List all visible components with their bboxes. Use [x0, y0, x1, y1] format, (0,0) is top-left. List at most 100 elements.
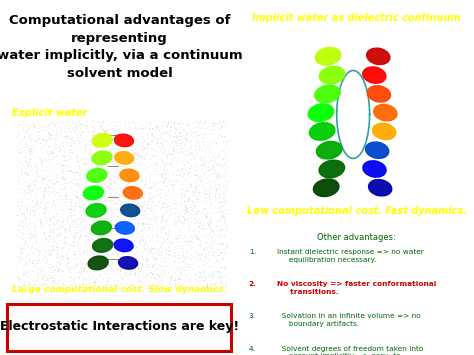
Point: [36, 198, 44, 204]
Point: [138, 126, 146, 132]
Point: [156, 225, 164, 230]
Point: [122, 201, 129, 207]
Point: [91, 192, 99, 197]
Point: [160, 239, 168, 245]
Point: [124, 169, 132, 174]
Point: [82, 171, 89, 177]
Point: [91, 241, 99, 246]
Point: [108, 207, 115, 213]
Point: [79, 190, 86, 195]
Point: [24, 162, 32, 168]
Point: [32, 263, 39, 269]
Point: [143, 121, 150, 126]
Point: [116, 207, 123, 213]
Point: [48, 251, 55, 257]
Point: [149, 263, 156, 269]
Point: [100, 158, 108, 164]
Point: [81, 145, 89, 151]
Point: [46, 262, 54, 268]
Point: [210, 273, 217, 279]
Point: [60, 219, 68, 225]
Point: [57, 146, 64, 151]
Point: [174, 220, 182, 226]
Point: [123, 207, 131, 213]
Point: [13, 202, 21, 208]
Point: [172, 270, 179, 275]
Point: [26, 252, 33, 257]
Point: [25, 181, 32, 187]
Point: [140, 194, 148, 200]
Point: [14, 213, 22, 218]
Point: [66, 180, 73, 185]
Point: [126, 199, 133, 205]
Point: [121, 123, 129, 129]
Point: [104, 212, 111, 217]
Point: [45, 250, 53, 255]
Point: [131, 160, 139, 166]
Point: [97, 281, 104, 287]
Point: [207, 246, 214, 252]
Point: [67, 215, 75, 220]
Point: [196, 127, 203, 132]
Point: [208, 235, 216, 240]
Point: [134, 149, 142, 155]
Point: [25, 159, 33, 165]
Point: [208, 236, 216, 241]
Point: [90, 268, 97, 273]
Point: [128, 197, 136, 203]
Point: [146, 185, 154, 190]
Point: [55, 266, 62, 272]
Point: [74, 157, 82, 163]
Point: [131, 121, 139, 126]
Point: [96, 250, 104, 256]
Point: [26, 190, 33, 196]
Point: [171, 149, 179, 155]
Point: [153, 213, 161, 219]
Point: [175, 155, 182, 161]
Point: [65, 226, 73, 232]
Point: [89, 163, 96, 168]
Point: [175, 173, 183, 178]
Point: [126, 250, 134, 256]
Point: [196, 280, 203, 286]
Point: [217, 250, 225, 256]
Point: [175, 253, 182, 258]
Point: [189, 265, 197, 271]
Point: [114, 177, 121, 183]
Point: [30, 221, 37, 226]
Point: [67, 227, 74, 233]
Point: [115, 227, 123, 233]
Point: [41, 234, 48, 239]
Point: [60, 166, 68, 171]
Point: [131, 124, 139, 129]
Point: [148, 207, 156, 212]
Point: [92, 278, 100, 283]
Point: [151, 275, 159, 281]
Point: [118, 125, 126, 131]
Point: [144, 142, 152, 148]
Point: [77, 266, 85, 272]
Point: [74, 185, 82, 190]
Point: [50, 170, 57, 175]
Point: [32, 197, 40, 203]
Point: [220, 174, 228, 180]
Point: [31, 138, 39, 144]
Point: [76, 163, 84, 169]
Point: [160, 180, 167, 186]
Point: [25, 243, 32, 249]
Point: [219, 241, 226, 247]
Point: [153, 260, 160, 265]
Point: [70, 139, 78, 144]
Point: [218, 133, 225, 139]
Point: [82, 244, 89, 249]
Point: [19, 149, 27, 154]
Point: [206, 173, 213, 179]
Point: [215, 209, 223, 215]
Point: [61, 202, 69, 207]
Point: [142, 182, 150, 187]
Point: [175, 209, 183, 215]
Point: [22, 257, 29, 263]
Point: [72, 143, 79, 149]
Point: [175, 283, 183, 289]
Point: [122, 237, 130, 242]
